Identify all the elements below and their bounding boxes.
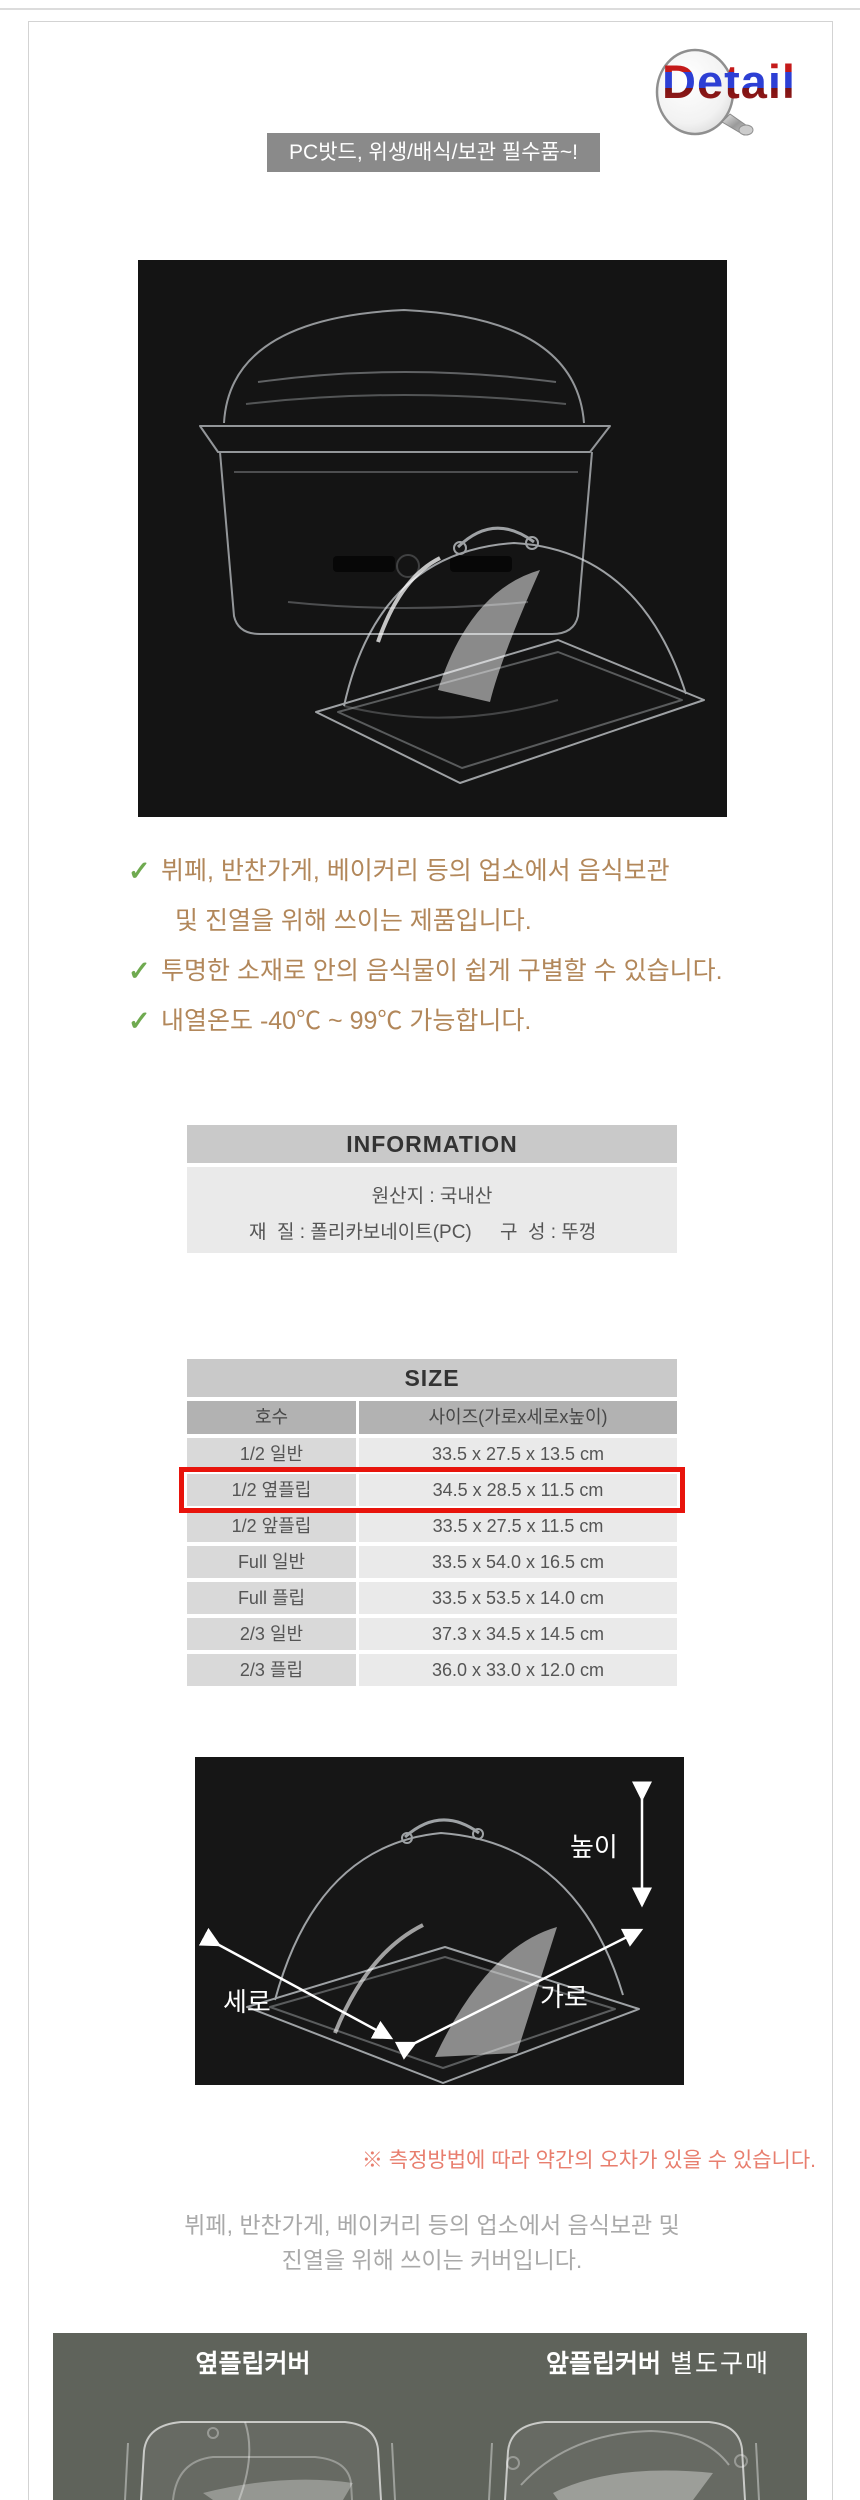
row-name: 1/2 옆플립: [187, 1474, 356, 1506]
row-name: Full 플립: [187, 1582, 356, 1614]
caption-line: 뷔페, 반찬가게, 베이커리 등의 업소에서 음식보관 및: [184, 2212, 680, 2238]
feature-item: ✓ 뷔페, 반찬가게, 베이커리 등의 업소에서 음식보관: [128, 856, 788, 906]
information-table: INFORMATION 원산지 : 국내산 재 질 : 폴리카보네이트(PC) …: [187, 1125, 677, 1253]
detail-logo: Detail: [648, 40, 830, 136]
dimension-illustration: [195, 1757, 684, 2085]
dimension-photo: 높이 세로 가로: [195, 1757, 684, 2085]
size-table-header: 호수 사이즈(가로x세로x높이): [187, 1401, 677, 1434]
container-with-lid: [199, 309, 611, 635]
table-row: 1/2 앞플립 33.5 x 27.5 x 11.5 cm: [187, 1510, 677, 1542]
info-composition: 구 성 : 뚜껑: [500, 1222, 597, 1243]
side-flip-cover: [124, 2421, 396, 2500]
column-header-size: 사이즈(가로x세로x높이): [359, 1401, 677, 1434]
logo-text: Detail: [662, 55, 796, 108]
front-flip-cover: [488, 2421, 760, 2500]
row-name: 1/2 앞플립: [187, 1510, 356, 1542]
height-label: 높이: [570, 1832, 618, 1862]
row-size: 33.5 x 54.0 x 16.5 cm: [359, 1546, 677, 1578]
feature-text: 투명한 소재로 안의 음식물이 쉽게 구별할 수 있습니다.: [161, 957, 723, 985]
column-header-product: 호수: [187, 1401, 356, 1434]
table-row: Full 플립 33.5 x 53.5 x 14.0 cm: [187, 1582, 677, 1614]
check-icon: ✓: [128, 1006, 151, 1036]
row-name: 2/3 플립: [187, 1654, 356, 1686]
compare-illustration: [53, 2333, 807, 2500]
row-name: 1/2 일반: [187, 1438, 356, 1470]
right-cover-label: 앞플립커버 별도구매: [528, 2344, 788, 2380]
size-table: SIZE 호수 사이즈(가로x세로x높이) 1/2 일반 33.5 x 27.5…: [179, 1359, 685, 1690]
depth-label: 세로: [223, 1987, 271, 2017]
info-material: 재 질 : 폴리카보네이트(PC): [249, 1222, 472, 1243]
row-name: 2/3 일반: [187, 1618, 356, 1650]
right-cover-sublabel: 별도구매: [661, 2350, 770, 2378]
compare-photo: 옆플립커버 앞플립커버 별도구매: [53, 2333, 807, 2500]
info-origin: 원산지 : 국내산: [371, 1186, 493, 1207]
table-row: 1/2 일반 33.5 x 27.5 x 13.5 cm: [187, 1438, 677, 1470]
magnifier-icon: [655, 48, 754, 136]
width-label: 가로: [540, 1982, 588, 2012]
row-name: Full 일반: [187, 1546, 356, 1578]
depth-arrow-icon: [198, 1927, 394, 2040]
information-title: INFORMATION: [187, 1125, 677, 1163]
table-row: Full 일반 33.5 x 54.0 x 16.5 cm: [187, 1546, 677, 1578]
feature-item: ✓ 투명한 소재로 안의 음식물이 쉽게 구별할 수 있습니다.: [128, 956, 788, 1006]
row-size: 37.3 x 34.5 x 14.5 cm: [359, 1618, 677, 1650]
right-cover-name: 앞플립커버: [546, 2350, 662, 2378]
row-size: 33.5 x 53.5 x 14.0 cm: [359, 1582, 677, 1614]
measurement-note: ※ 측정방법에 따라 약간의 오차가 있을 수 있습니다.: [361, 2149, 816, 2172]
row-size: 36.0 x 33.0 x 12.0 cm: [359, 1654, 677, 1686]
row-size: 34.5 x 28.5 x 11.5 cm: [359, 1474, 677, 1506]
product-photo-illustration: [138, 260, 727, 817]
left-cover-label: 옆플립커버: [195, 2350, 311, 2378]
top-divider: [0, 8, 860, 10]
feature-item: ✓ 내열온도 -40℃ ~ 99℃ 가능합니다.: [128, 1006, 788, 1056]
photo-caption: 뷔페, 반찬가게, 베이커리 등의 업소에서 음식보관 및 진열을 위해 쓰이는…: [131, 2208, 733, 2278]
row-size: 33.5 x 27.5 x 13.5 cm: [359, 1438, 677, 1470]
caption-line: 진열을 위해 쓰이는 커버입니다.: [281, 2247, 583, 2273]
check-icon: ✓: [128, 956, 151, 986]
headline-banner: PC밧드, 위생/배식/보관 필수품~!: [267, 133, 600, 172]
size-table-title: SIZE: [187, 1359, 677, 1397]
product-photo-main: [138, 260, 727, 817]
check-icon: ✓: [128, 856, 151, 886]
feature-list: ✓ 뷔페, 반찬가게, 베이커리 등의 업소에서 음식보관 및 진열을 위해 쓰…: [128, 856, 788, 1056]
feature-text-continued: 및 진열을 위해 쓰이는 제품입니다.: [175, 907, 532, 935]
table-row: 2/3 플립 36.0 x 33.0 x 12.0 cm: [187, 1654, 677, 1686]
feature-text: 뷔페, 반찬가게, 베이커리 등의 업소에서 음식보관: [161, 857, 670, 885]
row-size: 33.5 x 27.5 x 11.5 cm: [359, 1510, 677, 1542]
width-arrow-icon: [394, 1928, 644, 2060]
feature-text: 내열온도 -40℃ ~ 99℃ 가능합니다.: [161, 1007, 532, 1035]
dimension-arrows: [198, 1781, 652, 2060]
table-row-highlighted: 1/2 옆플립 34.5 x 28.5 x 11.5 cm: [187, 1474, 677, 1506]
table-row: 2/3 일반 37.3 x 34.5 x 14.5 cm: [187, 1618, 677, 1650]
information-body: 원산지 : 국내산 재 질 : 폴리카보네이트(PC) 구 성 : 뚜껑: [187, 1167, 677, 1253]
